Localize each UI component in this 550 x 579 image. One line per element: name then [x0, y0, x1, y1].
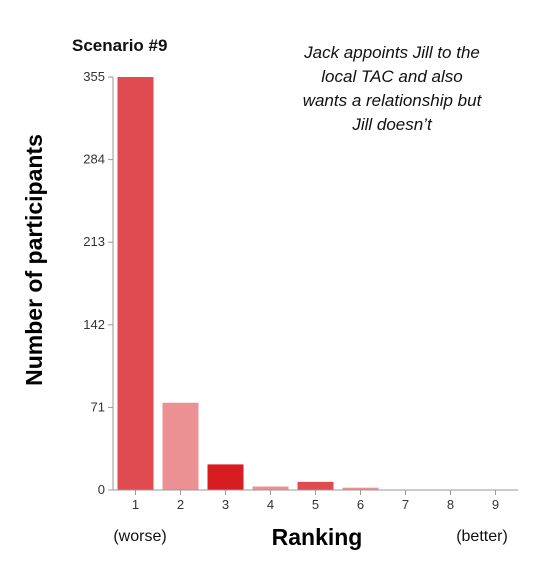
- annotation-line-2: local TAC and also: [321, 67, 462, 86]
- x-tick-label: 2: [177, 497, 184, 512]
- x-left-label: (worse): [113, 528, 166, 545]
- y-tick-label: 71: [91, 399, 105, 414]
- x-axis: 1 2 3 4 5 6 7 8 9: [113, 489, 518, 512]
- x-tick-label: 9: [492, 497, 499, 512]
- x-tick-label: 1: [132, 497, 139, 512]
- x-tick-label: 5: [312, 497, 319, 512]
- y-tick-label: 355: [83, 69, 105, 84]
- annotation-line-3: wants a relationship but: [303, 91, 483, 110]
- bars: [117, 77, 379, 490]
- x-tick-label: 3: [222, 497, 229, 512]
- y-tick-label: 213: [83, 234, 105, 249]
- x-axis-label: Ranking: [272, 524, 363, 550]
- x-tick-label: 8: [447, 497, 454, 512]
- annotation-line-1: Jack appoints Jill to the: [303, 43, 480, 62]
- x-tick-label: 4: [267, 497, 274, 512]
- chart-title: Scenario #9: [72, 36, 167, 55]
- x-tick-label: 6: [357, 497, 364, 512]
- bar-3: [207, 464, 244, 490]
- x-right-label: (better): [456, 528, 508, 545]
- y-axis-label: Number of participants: [21, 134, 47, 386]
- y-axis: 0 71 142 213 284 355: [83, 69, 114, 497]
- y-tick-label: 142: [83, 317, 105, 332]
- annotation-line-4: Jill doesn’t: [351, 115, 433, 134]
- x-tick-label: 7: [402, 497, 409, 512]
- bar-1: [117, 77, 154, 490]
- bar-4: [252, 486, 289, 490]
- bar-5: [297, 481, 334, 490]
- y-tick-label: 284: [83, 152, 105, 167]
- bar-6: [342, 487, 379, 490]
- bar-2: [162, 402, 199, 490]
- y-tick-label: 0: [98, 482, 105, 497]
